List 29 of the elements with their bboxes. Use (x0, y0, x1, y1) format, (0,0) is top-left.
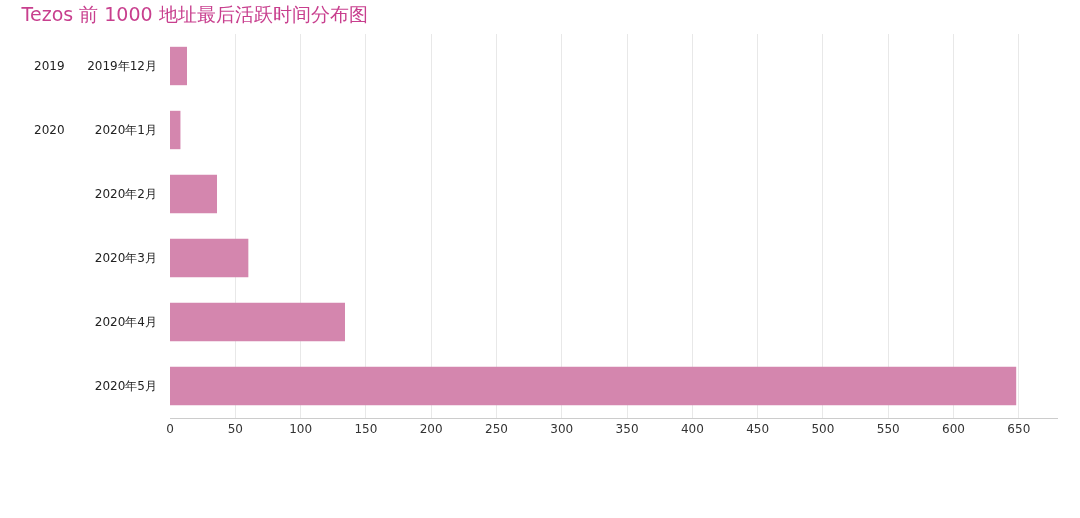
chart-title: Tezos 前 1000 地址最后活跃时间分布图 (20, 3, 368, 26)
x-tick-label: 500 (811, 422, 835, 437)
y-tick-label: 2020年3月 (94, 251, 157, 266)
bar (170, 174, 218, 214)
bar (170, 366, 1017, 406)
x-tick-label: 350 (615, 422, 639, 437)
x-tick-label: 600 (942, 422, 965, 437)
x-tick-label: 300 (550, 422, 574, 437)
x-tick-label: 250 (485, 422, 508, 437)
x-tick-label: 400 (680, 422, 704, 437)
bar (170, 238, 249, 278)
x-tick-label: 100 (289, 422, 313, 437)
x-tick-label: 550 (876, 422, 900, 437)
text: 2019 (34, 59, 65, 73)
y-tick-label: 2020年5月 (94, 379, 157, 394)
x-tick-label: 0 (166, 422, 174, 437)
x-tick-label: 150 (354, 422, 378, 437)
x-tick-label: 50 (227, 422, 243, 437)
bar (170, 110, 181, 150)
x-tick-label: 200 (419, 422, 443, 437)
y-tick-label: 2020年4月 (94, 315, 157, 330)
text: 2020 (34, 123, 65, 137)
x-tick-label: 650 (1007, 422, 1031, 437)
y-tick-label: 2020年2月 (94, 187, 157, 202)
bar (170, 302, 345, 342)
x-tick-label: 450 (746, 422, 770, 437)
y-tick-label: 2020年1月 (94, 123, 157, 138)
bar (170, 46, 187, 86)
y-tick-label: 2019年12月 (87, 59, 157, 74)
